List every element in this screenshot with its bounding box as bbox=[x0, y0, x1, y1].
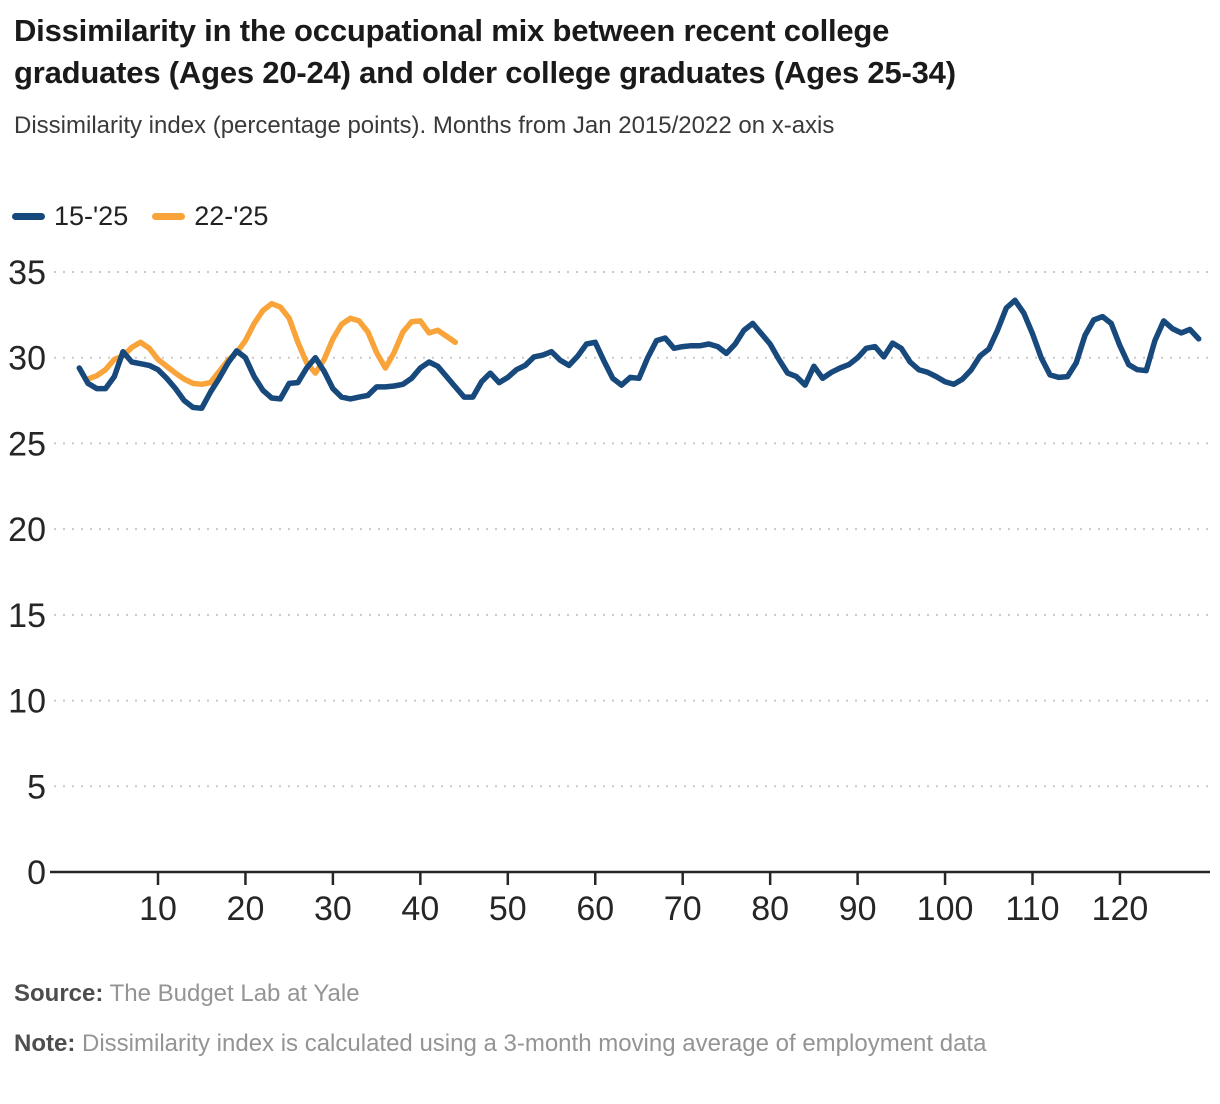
y-axis-label-25: 25 bbox=[8, 425, 46, 463]
x-axis-label-90: 90 bbox=[839, 890, 877, 928]
series-line-15-25 bbox=[76, 297, 1202, 412]
legend-item-15-25[interactable]: 15-'25 bbox=[12, 201, 128, 232]
x-axis-label-100: 100 bbox=[917, 890, 974, 928]
source-text: The Budget Lab at Yale bbox=[109, 980, 360, 1007]
source-label: Source: bbox=[14, 980, 104, 1007]
chart-canvas: 0 5 10 15 20 25 30 35 10 20 30 40 50 60 70 80 90 100 110 12… bbox=[8, 254, 1210, 928]
y-axis-label-15: 15 bbox=[8, 597, 46, 635]
chart-footer: Source: The Budget Lab at Yale Note: Dis… bbox=[14, 974, 1074, 1074]
note-line: Note: Dissimilarity index is calculated … bbox=[14, 1024, 1074, 1064]
legend-label-22-25: 22-'25 bbox=[194, 201, 269, 231]
x-axis-label-40: 40 bbox=[401, 890, 439, 928]
chart-subtitle: Dissimilarity index (percentage points).… bbox=[14, 112, 835, 139]
y-axis-label-35: 35 bbox=[8, 254, 46, 292]
x-axis-label-80: 80 bbox=[751, 890, 789, 928]
y-axis-label-0: 0 bbox=[27, 854, 46, 892]
note-text: Dissimilarity index is calculated using … bbox=[82, 1030, 987, 1057]
source-line: Source: The Budget Lab at Yale bbox=[14, 974, 1074, 1014]
y-axis-label-5: 5 bbox=[27, 768, 46, 806]
series-line-22-25 bbox=[85, 300, 459, 388]
x-axis-label-20: 20 bbox=[227, 890, 265, 928]
note-label: Note: bbox=[14, 1030, 76, 1057]
chart-title-line-1: Dissimilarity in the occupational mix be… bbox=[14, 13, 890, 48]
legend-swatch-22-25-icon bbox=[152, 213, 186, 220]
x-axis-label-10: 10 bbox=[139, 890, 177, 928]
legend: 15-'25 22-'25 bbox=[12, 201, 268, 232]
y-axis-label-10: 10 bbox=[8, 683, 46, 721]
x-axis-label-50: 50 bbox=[489, 890, 527, 928]
y-axis-label-30: 30 bbox=[8, 340, 46, 378]
chart-header: Dissimilarity in the occupational mix be… bbox=[14, 10, 1184, 94]
x-axis-label-60: 60 bbox=[576, 890, 614, 928]
y-axis-label-20: 20 bbox=[8, 511, 46, 549]
x-axis-label-30: 30 bbox=[314, 890, 352, 928]
x-axis-label-120: 120 bbox=[1092, 890, 1149, 928]
legend-label-15-25: 15-'25 bbox=[54, 201, 129, 231]
chart-title-line-2: graduates (Ages 20-24) and older college… bbox=[14, 55, 956, 90]
x-axis-label-110: 110 bbox=[1005, 890, 1059, 928]
legend-item-22-25[interactable]: 22-'25 bbox=[152, 201, 268, 232]
legend-swatch-15-25-icon bbox=[12, 213, 45, 220]
x-axis-label-70: 70 bbox=[664, 890, 702, 928]
